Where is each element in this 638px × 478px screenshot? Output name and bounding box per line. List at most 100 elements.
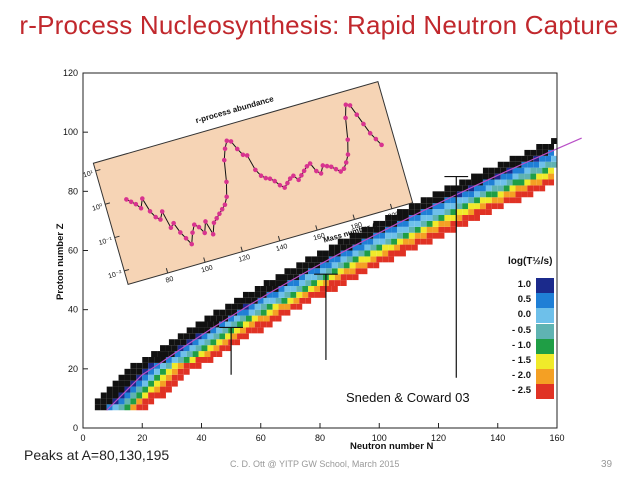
abundance-point — [267, 176, 273, 182]
nuclide-cell — [148, 392, 155, 399]
nuclide-cell — [281, 297, 288, 304]
nuclide-cell — [299, 274, 306, 281]
nuclide-cell — [213, 321, 220, 328]
nuclide-cell — [426, 209, 433, 215]
nuclide-cell — [177, 357, 184, 363]
nuclide-cell — [94, 398, 101, 405]
nuclide-cell — [414, 220, 421, 227]
nuclide-cell — [343, 238, 350, 245]
nuclide-cell — [192, 339, 199, 346]
nuclide-cell — [527, 155, 534, 162]
abundance-point — [171, 220, 176, 226]
nuclide-cell — [388, 256, 395, 263]
abundance-point — [324, 163, 330, 169]
nuclide-cell — [426, 238, 433, 245]
nuclide-cell — [266, 321, 273, 328]
inset-x-tick — [352, 214, 355, 220]
nuclide-cell — [444, 203, 451, 210]
abundance-point — [202, 230, 208, 236]
nuclide-cell — [376, 244, 383, 251]
y-tick-label: 0 — [73, 423, 78, 433]
inset-ticks: 80 100 120 140 160 180 200 10⁻² 10⁻¹ 10⁰ 10¹ — [82, 169, 401, 285]
nuclide-cell — [201, 321, 208, 328]
nuclide-cell — [488, 173, 495, 180]
nuclide-cell — [245, 327, 252, 334]
nuclide-cell — [515, 161, 522, 168]
abundance-point — [318, 171, 324, 176]
nuclide-cell — [382, 250, 389, 257]
nuclide-cell — [545, 155, 552, 162]
nuclide-cell — [124, 404, 131, 411]
nuclide-cell — [308, 262, 315, 269]
nuclide-cell — [379, 226, 386, 233]
nuclide-cell — [420, 203, 427, 210]
nuclide-cell — [112, 404, 119, 411]
nuclide-cell — [290, 268, 297, 275]
abundance-points — [124, 102, 384, 247]
abundance-point — [345, 152, 351, 157]
nuclide-cell — [352, 256, 359, 263]
nuclide-cell — [260, 291, 267, 298]
nuclide-cell — [462, 191, 469, 198]
nuclide-cell — [426, 203, 433, 210]
abundance-point — [138, 205, 144, 211]
nuclide-cell — [171, 368, 178, 375]
nuclide-cell — [462, 185, 469, 192]
nuclide-cell — [225, 321, 232, 328]
nuclide-cell — [426, 220, 433, 227]
abundance-point — [379, 142, 384, 148]
nuclide-cell — [479, 203, 486, 210]
nuclide-cell — [394, 244, 400, 251]
nuclide-cell — [352, 250, 359, 257]
nuclide-cell — [320, 262, 326, 269]
nuclide-cell — [438, 191, 445, 198]
nuclide-cell — [322, 256, 329, 263]
nuclide-cell — [349, 232, 356, 239]
nuclide-cell — [305, 280, 312, 286]
nuclide-cell — [456, 191, 463, 198]
nuclide-cell — [118, 386, 125, 393]
abundance-point — [338, 169, 344, 174]
nuclide-cell — [284, 309, 291, 316]
nuclide-cell — [500, 167, 507, 174]
nuclide-cell — [444, 209, 451, 215]
nuclide-cell — [402, 220, 409, 227]
nuclide-cell — [148, 368, 155, 375]
halflife-legend: 1.0 0.5 0.0 - 0.5 - 1.0 - 1.5 - 2.0 - 2.5 — [503, 278, 563, 400]
nuclide-cell — [485, 185, 492, 192]
nuclide-cell — [260, 303, 267, 310]
nuclide-cell — [118, 398, 125, 405]
nuclide-cell — [124, 368, 131, 375]
legend-swatch — [536, 308, 554, 324]
nuclide-cell — [177, 368, 184, 375]
nuclide-cell — [438, 209, 445, 215]
inset-x-tick — [203, 257, 206, 263]
nuclide-cell — [195, 362, 202, 369]
nuclide-cell — [160, 392, 166, 399]
nuclide-cell — [311, 280, 318, 286]
nuclide-cell — [177, 374, 184, 381]
nuclide-cell — [456, 197, 463, 204]
abundance-point — [253, 167, 258, 173]
magic-number-lines — [219, 175, 469, 378]
legend-entry: 0.5 — [503, 293, 563, 309]
nuclide-cell — [100, 404, 107, 411]
abundance-point — [282, 185, 287, 190]
y-tick-label: 100 — [63, 127, 78, 137]
nuclide-cell — [118, 404, 125, 411]
nuclide-cells — [94, 138, 557, 411]
nuclide-cell — [542, 144, 549, 150]
nuclide-cell — [260, 309, 267, 316]
nuclide-cell — [420, 197, 427, 204]
nuclide-cell — [130, 404, 137, 411]
nuclide-cell — [337, 262, 344, 269]
nuclide-cell — [100, 398, 107, 405]
nuclide-cell — [515, 197, 522, 204]
nuclide-cell — [515, 185, 522, 192]
nuclide-cell — [154, 380, 161, 387]
nuclide-cell — [444, 185, 451, 192]
abundance-point — [214, 215, 219, 221]
nuclide-cell — [189, 333, 196, 340]
abundance-point — [224, 138, 230, 144]
abundance-point — [128, 199, 134, 205]
